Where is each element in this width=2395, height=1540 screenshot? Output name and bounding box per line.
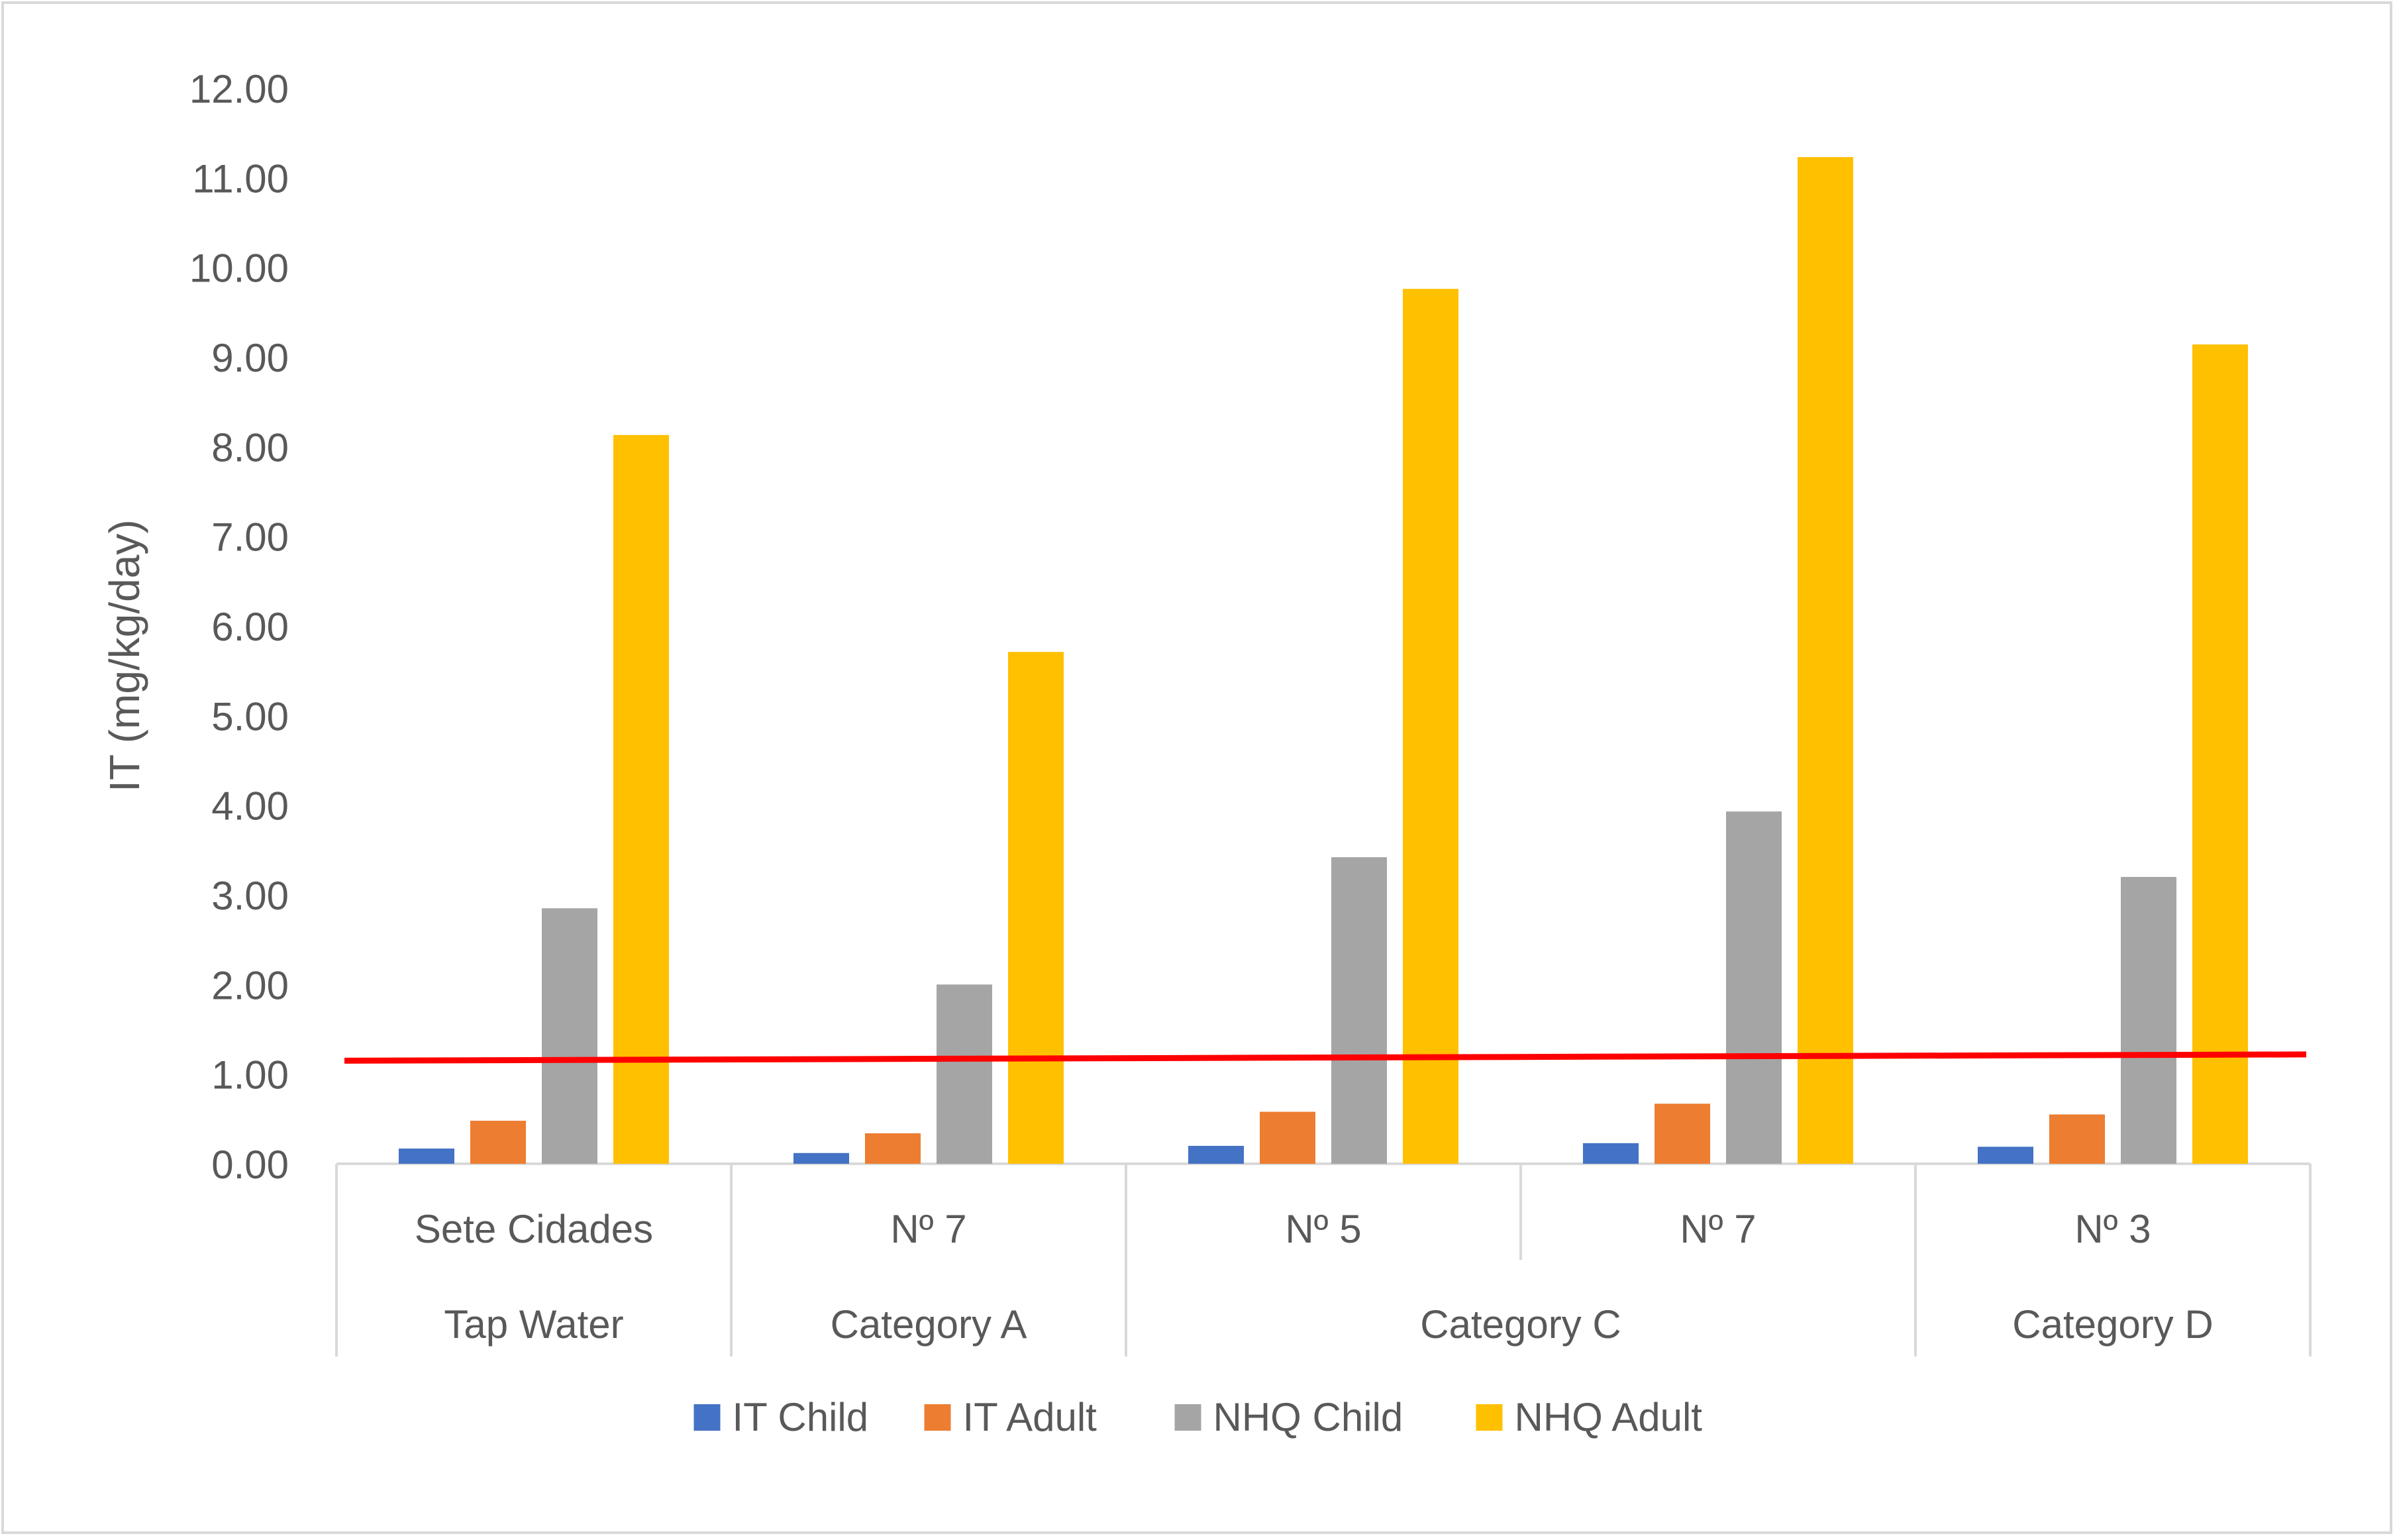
bar-nhq-adult — [613, 435, 669, 1164]
bar-nhq-adult — [1798, 157, 1853, 1164]
y-tick-label: 8.00 — [211, 425, 289, 470]
x-category-label: Nº 7 — [890, 1207, 966, 1251]
legend-swatch-it-adult — [924, 1404, 951, 1431]
legend-label: NHQ Adult — [1515, 1395, 1703, 1439]
bar-nhq-child — [2121, 876, 2176, 1164]
bar-nhq-child — [1726, 811, 1782, 1164]
bar-it-child — [1978, 1147, 2033, 1164]
legend-label: IT Child — [733, 1395, 869, 1439]
y-tick-label: 6.00 — [211, 605, 289, 649]
y-tick-label: 3.00 — [211, 874, 289, 918]
bar-it-adult — [1260, 1111, 1315, 1164]
bar-it-adult — [2049, 1114, 2105, 1164]
x-group-label: Category D — [2012, 1302, 2213, 1347]
x-category-label: Nº 5 — [1285, 1207, 1361, 1251]
bar-it-adult — [865, 1133, 921, 1164]
bar-nhq-child — [1331, 857, 1387, 1164]
bars — [399, 157, 2248, 1164]
y-tick-label: 2.00 — [211, 963, 289, 1007]
x-group-label: Category A — [831, 1302, 1027, 1347]
legend-swatch-it-child — [693, 1404, 721, 1431]
legend-label: IT Adult — [963, 1395, 1097, 1439]
reference-line-group — [344, 1051, 2307, 1064]
bar-it-child — [793, 1153, 849, 1164]
legend-swatch-nhq-child — [1174, 1404, 1201, 1431]
bar-nhq-child — [542, 908, 597, 1164]
y-tick-labels: 0.00 1.00 2.00 3.00 4.00 5.00 6.00 7.00 8.00 9.00… — [189, 67, 289, 1187]
y-tick-label: 12.00 — [189, 67, 289, 111]
y-tick-label: 9.00 — [211, 336, 289, 380]
y-tick-label: 0.00 — [211, 1143, 289, 1187]
reference-line — [344, 1051, 2307, 1064]
bar-nhq-adult — [1403, 289, 1458, 1164]
bar-it-child — [399, 1148, 454, 1164]
x-group-label: Category C — [1420, 1302, 1621, 1347]
bar-it-adult — [470, 1121, 526, 1164]
bar-nhq-adult — [2192, 344, 2248, 1164]
bar-nhq-adult — [1008, 652, 1064, 1164]
x-category-label: Nº 7 — [1680, 1207, 1756, 1251]
bar-it-child — [1583, 1143, 1639, 1164]
y-tick-label: 1.00 — [211, 1053, 289, 1098]
x-category-label: Nº 3 — [2074, 1207, 2151, 1251]
bar-it-child — [1188, 1145, 1244, 1164]
y-tick-label: 4.00 — [211, 784, 289, 829]
y-tick-label: 5.00 — [211, 694, 289, 739]
x-group-label: Tap Water — [444, 1302, 623, 1347]
bar-it-adult — [1655, 1104, 1710, 1164]
legend-label: NHQ Child — [1213, 1395, 1403, 1439]
x-category-label: Sete Cidades — [415, 1207, 653, 1251]
y-tick-label: 10.00 — [189, 246, 289, 291]
bar-nhq-child — [937, 984, 992, 1164]
y-axis-title: IT (mg/kg/day) — [101, 519, 148, 792]
legend: IT Child IT Adult NHQ Child NHQ Adult — [693, 1395, 1703, 1439]
legend-swatch-nhq-adult — [1476, 1404, 1503, 1431]
y-tick-label: 7.00 — [211, 515, 289, 560]
y-tick-label: 11.00 — [192, 156, 289, 201]
x-axis-labels: Sete Cidades Nº 7 Nº 5 Nº 7 Nº 3 Tap Water Cat… — [415, 1207, 2214, 1347]
